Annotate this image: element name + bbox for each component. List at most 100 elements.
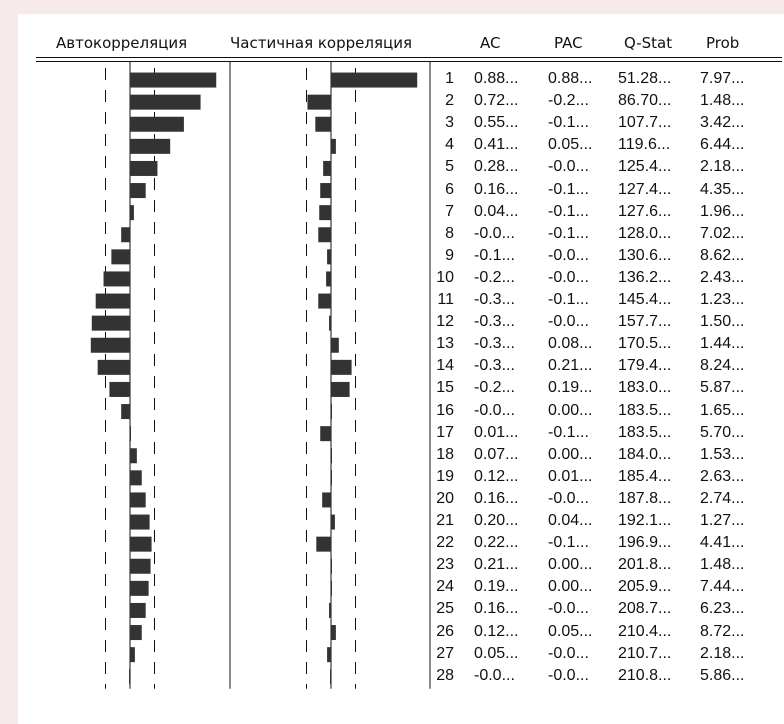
prob-value: 4.41... [700,534,745,552]
pac-value: -0.1... [548,291,589,308]
ac-value: 0.07... [474,445,519,463]
acf-bar [130,602,146,618]
lag-number: 20 [436,489,454,507]
pacf-bar [318,227,331,243]
prob-value: 8.24... [700,357,745,375]
lag-number: 27 [436,644,454,662]
qstat-value: 179.4... [618,357,672,375]
prob-value: 1.48... [700,556,745,574]
pac-value: 0.00... [548,578,593,596]
acf-bar [130,558,151,574]
prob-value: 5.70... [700,423,745,441]
lag-number: 14 [436,357,454,375]
lag-number: 6 [445,180,454,198]
pac-value: -0.0... [548,644,589,662]
pacf-bar [327,249,331,265]
qstat-value: 107.7... [618,114,672,132]
qstat-value: 170.5... [618,335,672,353]
pac-value: -0.1... [548,423,589,441]
pac-value: 0.04... [548,512,593,529]
ac-value: -0.0... [474,666,515,684]
qstat-value: 119.6... [618,136,671,154]
acf-bar [130,492,146,508]
ac-value: 0.16... [474,600,519,618]
prob-value: 1.65... [700,401,745,419]
acf-bar [130,94,201,110]
ac-value: 0.22... [474,534,519,552]
prob-value: 3.42... [700,114,745,132]
prob-value: 1.48... [700,92,745,110]
pac-value: -0.1... [548,180,589,198]
pac-value: -0.0... [548,158,589,176]
pacf-bar [331,625,336,641]
lag-number: 23 [436,556,454,574]
lag-number: 5 [445,158,454,176]
pacf-bar [316,536,331,552]
lag-number: 16 [436,401,454,419]
pacf-bar [331,514,335,530]
qstat-value: 127.4... [618,180,672,198]
header-pacf: Частичная корреляция [230,34,412,52]
prob-value: 2.43... [700,268,745,286]
pacf-bar [326,271,331,287]
acf-bar [130,116,184,132]
pacf-bar [331,337,339,353]
lag-number: 25 [436,600,454,618]
ac-value: 0.05... [474,644,519,662]
lag-number: 18 [436,445,454,463]
pacf-bar [319,205,331,221]
pacf-bar [331,448,332,464]
header-ac: AC [480,34,501,52]
header-rule-top [36,57,782,58]
ac-value: 0.88... [474,70,519,87]
ac-value: 0.12... [474,467,519,485]
qstat-value: 184.0... [618,445,672,463]
qstat-value: 201.8... [618,556,672,574]
acf-bar [130,536,152,552]
header-acf: Автокорреляция [56,34,188,52]
acf-bar [130,580,149,596]
qstat-value: 125.4... [618,158,672,176]
pac-value: 0.88... [548,70,593,87]
lag-number: 21 [436,512,454,529]
qstat-value: 136.2... [618,268,672,286]
qstat-value: 205.9... [618,578,672,596]
pacf-bar [330,669,332,685]
pac-value: -0.1... [548,534,589,552]
prob-value: 8.62... [700,246,745,264]
ac-value: -0.3... [474,335,515,353]
pac-value: -0.1... [548,224,589,242]
prob-value: 2.63... [700,467,745,485]
qstat-value: 196.9... [618,534,672,552]
lag-number: 13 [436,335,454,353]
pac-value: -0.2... [548,92,589,110]
lag-number: 8 [445,224,454,242]
lag-number: 24 [436,578,454,596]
ac-value: 0.72... [474,92,519,110]
pac-value: 0.05... [548,136,593,154]
acf-bar [95,293,130,309]
pacf-bar [318,293,331,309]
pac-value: -0.0... [548,600,589,618]
ac-value: -0.3... [474,313,515,331]
pacf-bar [331,470,332,486]
lag-number: 2 [445,92,454,110]
prob-value: 4.35... [700,180,745,198]
pacf-bar [329,315,331,331]
acf-bar [130,625,142,641]
pacf-bar [315,116,331,132]
prob-value: 5.87... [700,379,745,397]
pacf-bar [329,602,331,618]
pacf-bar [331,72,418,88]
acf-bar [130,183,146,199]
qstat-value: 183.5... [618,423,672,441]
pac-value: -0.0... [548,268,589,286]
ac-value: -0.1... [474,246,515,264]
lag-number: 11 [437,291,454,308]
acf-bar [130,426,131,442]
qstat-value: 51.28... [618,70,672,87]
lag-number: 22 [436,534,454,552]
acf-bar [103,271,130,287]
prob-value: 1.50... [700,313,745,331]
qstat-value: 210.8... [618,666,672,684]
